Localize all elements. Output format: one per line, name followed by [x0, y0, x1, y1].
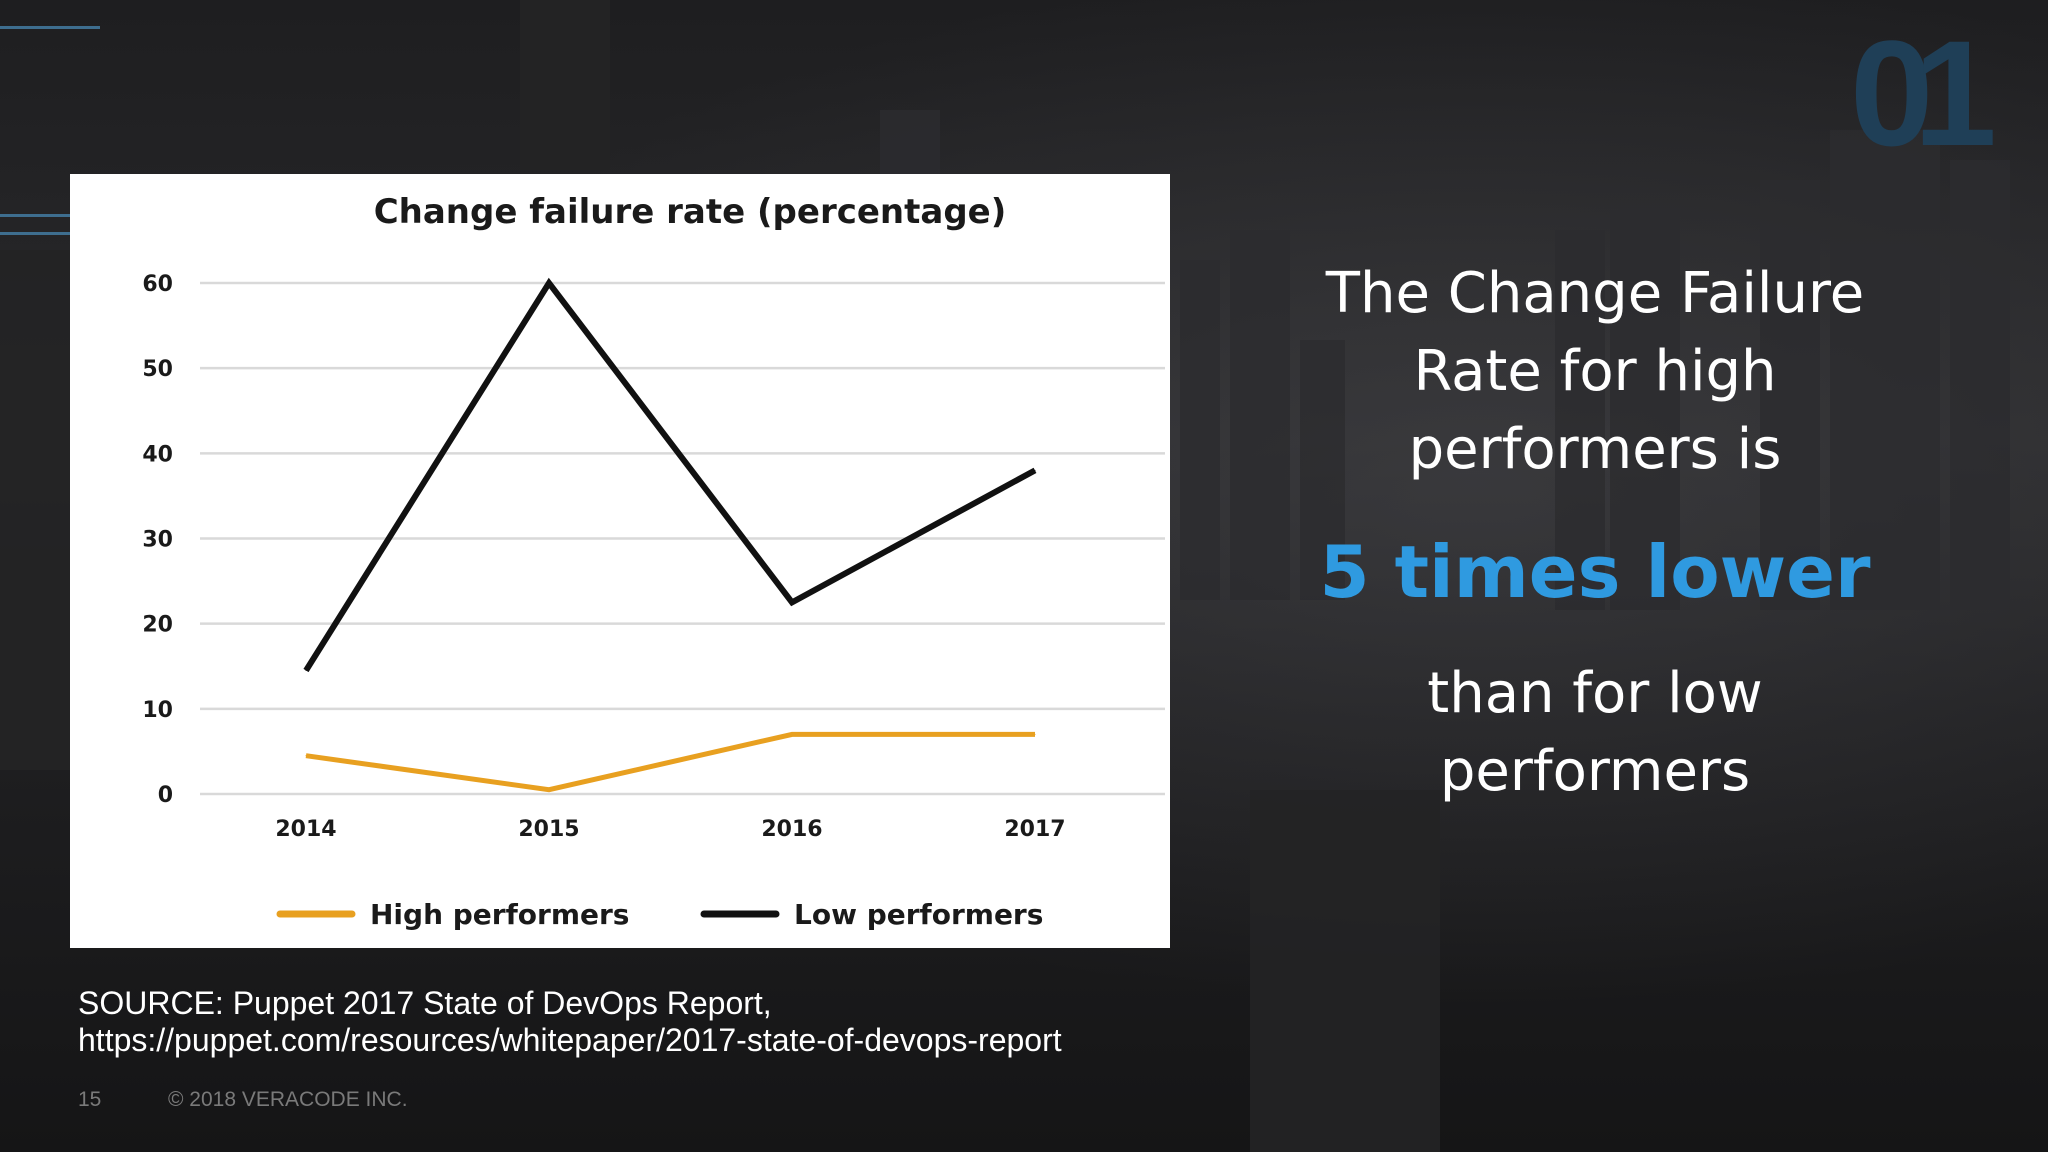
y-axis: 0 10 20 30 40 50 60 — [142, 272, 173, 808]
data-point — [548, 282, 550, 284]
y-tick-label: 20 — [142, 613, 173, 638]
y-tick-label: 50 — [142, 357, 173, 382]
x-tick-label: 2014 — [275, 817, 336, 842]
headline-part1: The Change Failure Rate for high perform… — [1260, 255, 1930, 489]
headline-emphasis: 5 times lower — [1319, 530, 1871, 614]
legend-label: High performers — [370, 898, 629, 931]
y-tick-label: 40 — [142, 442, 173, 467]
source-url[interactable]: https://puppet.com/resources/whitepaper/… — [78, 1022, 1062, 1058]
line-chart: Change failure rate (percentage) 0 10 20 30… — [142, 192, 1165, 931]
x-axis: 2014 2015 2016 2017 — [275, 817, 1065, 842]
chart-series — [303, 277, 1037, 793]
brand-logo: 01 — [1850, 9, 1997, 177]
page-number: 15 — [78, 1088, 102, 1111]
data-point — [305, 755, 307, 757]
accent-line-top — [0, 26, 100, 29]
x-tick-label: 2015 — [518, 817, 579, 842]
headline-line: performers is — [1408, 417, 1782, 482]
headline-line: The Change Failure — [1325, 261, 1865, 326]
data-point — [1034, 469, 1036, 471]
chart-grid — [200, 281, 1165, 796]
headline-line: Rate for high — [1413, 339, 1777, 404]
headline-part2: than for low performers — [1260, 655, 1930, 811]
y-tick-label: 60 — [142, 272, 173, 297]
series-line-high-performers — [305, 731, 1035, 793]
y-tick-label: 0 — [158, 783, 173, 808]
data-point — [791, 733, 793, 735]
chart-card: Change failure rate (percentage) 0 10 20 30… — [70, 174, 1170, 948]
data-point — [305, 670, 307, 672]
x-tick-label: 2016 — [761, 817, 822, 842]
data-point — [1034, 733, 1036, 735]
data-point — [548, 789, 550, 791]
source-line: SOURCE: Puppet 2017 State of DevOps Repo… — [78, 985, 772, 1021]
legend-label: Low performers — [794, 898, 1043, 931]
chart-legend: High performers Low performers — [276, 898, 1043, 931]
source-citation: SOURCE: Puppet 2017 State of DevOps Repo… — [78, 985, 1062, 1059]
accent-line-mid-2 — [0, 232, 70, 235]
data-point — [791, 601, 793, 603]
chart-title: Change failure rate (percentage) — [374, 192, 1007, 232]
headline-line: than for low — [1427, 661, 1763, 726]
accent-line-mid — [0, 214, 70, 217]
y-tick-label: 30 — [142, 528, 173, 553]
headline-line: performers — [1439, 739, 1751, 804]
copyright-notice: © 2018 VERACODE INC. — [168, 1088, 408, 1111]
series-line-low-performers — [303, 277, 1037, 673]
y-tick-label: 10 — [142, 698, 173, 723]
x-tick-label: 2017 — [1004, 817, 1065, 842]
